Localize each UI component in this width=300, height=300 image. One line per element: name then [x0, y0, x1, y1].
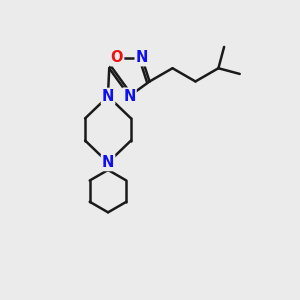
Text: N: N [102, 89, 114, 104]
Text: N: N [102, 155, 114, 170]
Text: N: N [123, 88, 136, 104]
Text: N: N [136, 50, 148, 65]
Text: O: O [111, 50, 123, 65]
